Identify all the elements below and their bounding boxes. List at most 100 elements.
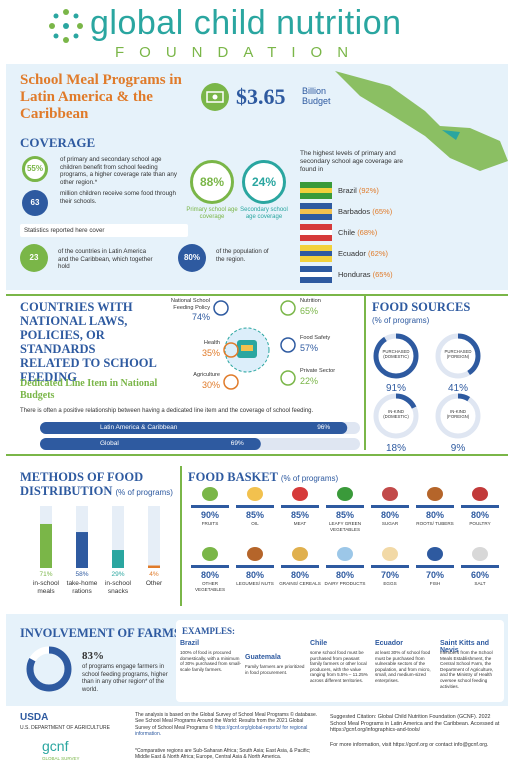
- food-value: 80%: [200, 570, 219, 580]
- dist-label: take-home rations: [66, 580, 98, 595]
- food-icon: [247, 547, 263, 561]
- rate-value: 24%: [242, 160, 286, 204]
- bar-value: 69%: [230, 440, 244, 447]
- analysis-text: The analysis is based on the Global Surv…: [135, 712, 318, 731]
- law-icon-circle: [213, 300, 229, 316]
- food-rule: [326, 565, 364, 568]
- country-row: Barbados (65%): [338, 207, 392, 216]
- cover-text: of the countries in Latin America and th…: [58, 248, 153, 271]
- analysis: The analysis is based on the Global Surv…: [135, 712, 320, 737]
- law-label: Health: [203, 340, 220, 346]
- rate-value: 88%: [190, 160, 234, 204]
- footnote: *Comparative regions are Sub-Saharan Afr…: [135, 748, 311, 761]
- example-country: Ecuador: [375, 640, 404, 647]
- link: https://gcnf.org/global-reports/ for reg…: [135, 724, 308, 737]
- donut: [435, 333, 481, 379]
- stat-text: million children receive some food throu…: [60, 190, 176, 205]
- farms-heading: INVOLVEMENT OF FARMS: [20, 626, 181, 640]
- food-value: 70%: [380, 570, 399, 580]
- law-value: 74%: [191, 312, 210, 322]
- law-value: 22%: [300, 376, 319, 386]
- food-shape: [202, 487, 218, 501]
- law-value: 57%: [300, 343, 319, 353]
- rate-label: Primary school age coverage: [186, 207, 238, 220]
- country-row: Honduras (65%): [338, 270, 393, 279]
- dist-bar: [148, 506, 160, 568]
- farms-value: 83%: [82, 650, 104, 662]
- laws-section: [6, 294, 508, 456]
- source-value: 18%: [385, 443, 406, 454]
- law-icon: [280, 370, 296, 386]
- flag-band: [300, 230, 332, 235]
- source-value: 41%: [447, 383, 468, 394]
- food-icon: [292, 487, 308, 501]
- food-shape: [427, 487, 443, 501]
- dist-label: in-school meals: [32, 580, 59, 595]
- food-icon: [337, 547, 353, 561]
- country-value: (62%): [368, 249, 389, 258]
- food-icon: [202, 487, 218, 501]
- law-icon-circle: [223, 374, 239, 390]
- source-label: IN-KIND (DOMESTIC): [383, 409, 409, 419]
- food-shape: [292, 487, 308, 501]
- farms-donut: [26, 646, 72, 692]
- distribution-title: METHODS OF FOOD DISTRIBUTION: [20, 470, 144, 498]
- food-value: 90%: [200, 510, 219, 520]
- country-value: (65%): [372, 207, 393, 216]
- law-icon-circle: [280, 337, 296, 353]
- food-rule: [281, 505, 319, 508]
- country-name: Honduras: [338, 270, 371, 279]
- food-label: LEAFY GREEN VEGETABLES: [328, 521, 362, 532]
- example-text: Family farmers are prioritized in food p…: [245, 664, 305, 675]
- source-value: 91%: [385, 383, 406, 394]
- dist-bar: [76, 506, 88, 568]
- bar-value: 96%: [317, 424, 331, 431]
- food-icon: [382, 487, 398, 501]
- food-icon: [337, 487, 353, 501]
- food-value: 60%: [470, 570, 489, 580]
- food-label: DAIRY PRODUCTS: [324, 581, 366, 586]
- country-row: Brazil (92%): [338, 186, 379, 195]
- distribution-heading: METHODS OF FOOD DISTRIBUTION (% of progr…: [20, 470, 190, 500]
- food-shape: [472, 547, 488, 561]
- gcnf: gcnf: [42, 738, 69, 754]
- source-label: PURCHASED (FOREIGN): [444, 349, 472, 359]
- flag-band: [300, 188, 332, 193]
- basket-heading: FOOD BASKET (% of programs): [188, 470, 338, 485]
- food-shape: [472, 487, 488, 501]
- stat-value: 55%: [22, 156, 48, 182]
- law-value: 65%: [300, 306, 319, 316]
- laws-heading: COUNTRIES WITH NATIONAL LAWS, POLICIES, …: [20, 300, 157, 384]
- food-icon: [427, 487, 443, 501]
- country-value: (92%): [358, 186, 379, 195]
- food-rule: [416, 505, 454, 508]
- donut: [373, 333, 419, 379]
- food-value: 80%: [290, 570, 309, 580]
- food-icon: [247, 487, 263, 501]
- country-name: Chile: [338, 228, 356, 237]
- bar-track: [148, 506, 160, 568]
- example-text: members from the School Meals Establishm…: [440, 650, 494, 689]
- flag: [300, 266, 332, 283]
- budget-text: There is often a positive relationship b…: [20, 408, 314, 414]
- law-label: National School Feeding Policy: [170, 298, 210, 311]
- law-value: 35%: [201, 348, 220, 358]
- country-name: Brazil: [338, 186, 357, 195]
- country-row: Ecuador (62%): [338, 249, 388, 258]
- food-shape: [427, 547, 443, 561]
- highest-heading: The highest levels of primary and second…: [300, 150, 403, 173]
- food-value: 80%: [335, 570, 354, 580]
- food-rule: [371, 565, 409, 568]
- sources-heading: FOOD SOURCES: [372, 300, 471, 314]
- donut: [373, 393, 419, 439]
- budget: $3.65: [236, 84, 286, 109]
- food-icon: [382, 547, 398, 561]
- country-name: Barbados: [338, 207, 371, 216]
- food-shape: [382, 547, 398, 561]
- food-shape: [382, 487, 398, 501]
- law-icon: [280, 337, 296, 353]
- law-icon: [213, 300, 229, 316]
- budget-bar: [40, 438, 360, 450]
- bar: [148, 565, 160, 568]
- logo-dots: [49, 9, 83, 43]
